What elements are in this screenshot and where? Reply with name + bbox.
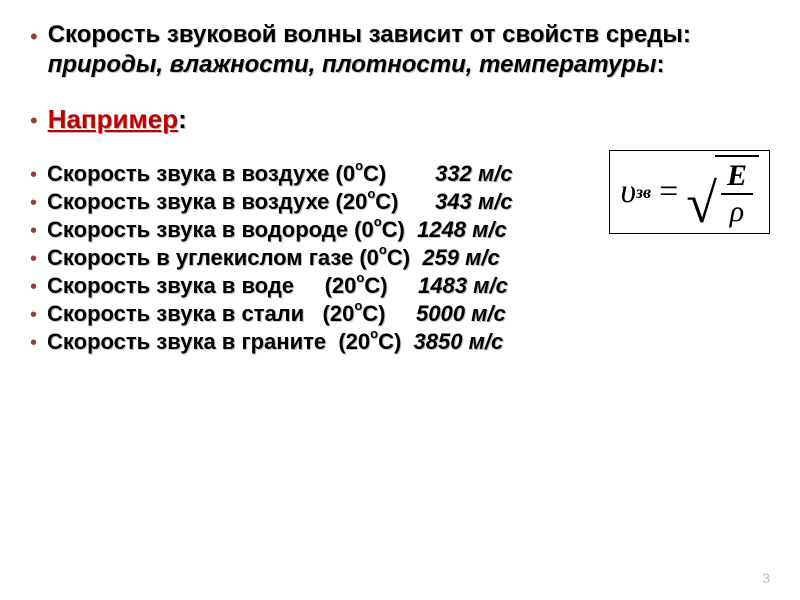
bullet-icon: • — [30, 276, 37, 299]
fraction-numerator: E — [721, 159, 753, 195]
page-number: 3 — [762, 570, 770, 586]
row-label: Скорость звука в водороде — [47, 217, 354, 243]
intro-italic: природы, влажности, плотности, температу… — [48, 51, 657, 78]
intro-text: Скорость звуковой волны зависит от свойс… — [48, 20, 770, 80]
row-temp: (20оС) — [338, 329, 413, 355]
row-temp: (20оС) — [323, 301, 417, 327]
intro-colon: : — [656, 51, 664, 78]
list-item: • Скорость в углекислом газе (0оС) 259 м/… — [30, 245, 770, 271]
sqrt-icon: √ E ρ — [686, 155, 759, 229]
intro-block: • Скорость звуковой волны зависит от сво… — [30, 20, 770, 80]
formula-symbol: υ — [620, 173, 636, 211]
bullet-icon: • — [30, 332, 37, 355]
bullet-icon: • — [30, 304, 37, 327]
row-value: 1483 м/с — [418, 273, 508, 299]
list-item: • Скорость звука в граните (20оС) 3850 м/… — [30, 329, 770, 355]
formula-subscript: зв — [636, 182, 651, 203]
row-temp: (0оС) — [336, 161, 436, 187]
row-label: Скорость звука в воде — [47, 273, 325, 299]
row-label: Скорость звука в воздухе — [47, 161, 336, 187]
example-label: Например — [48, 104, 178, 134]
fraction: E ρ — [715, 155, 759, 229]
row-temp: (20оС) — [325, 273, 419, 299]
row-temp: (20оС) — [336, 189, 436, 215]
list-item: • Скорость звука в воде (20оС) 1483 м/с — [30, 273, 770, 299]
bullet-icon: • — [30, 164, 37, 187]
example-block: • Например: — [30, 104, 770, 135]
row-label: Скорость звука в стали — [47, 301, 323, 327]
row-value: 3850 м/с — [414, 329, 504, 355]
row-value: 5000 м/с — [416, 301, 506, 327]
row-label: Скорость звука в граните — [47, 329, 338, 355]
row-value: 332 м/с — [435, 161, 512, 187]
row-value: 259 м/с — [422, 245, 499, 271]
formula-box: υзв = √ E ρ — [609, 150, 770, 234]
list-item: • Скорость звука в стали (20оС) 5000 м/с — [30, 301, 770, 327]
bullet-icon: • — [30, 248, 37, 271]
formula-eq: = — [659, 173, 678, 211]
row-value: 343 м/с — [435, 189, 512, 215]
row-temp: (0оС) — [354, 217, 417, 243]
fraction-denominator: ρ — [724, 195, 750, 229]
bullet-icon: • — [30, 220, 37, 243]
example-text: Например: — [48, 104, 187, 135]
bullet-icon: • — [30, 108, 38, 134]
row-label: Скорость в углекислом газе — [47, 245, 359, 271]
radical-icon: √ — [686, 179, 717, 229]
row-label: Скорость звука в воздухе — [47, 189, 336, 215]
example-colon: : — [178, 104, 187, 134]
row-temp: (0оС) — [359, 245, 422, 271]
intro-line1: Скорость звуковой волны зависит от свойс… — [48, 21, 691, 48]
bullet-icon: • — [30, 24, 38, 50]
bullet-icon: • — [30, 192, 37, 215]
row-value: 1248 м/с — [417, 217, 507, 243]
